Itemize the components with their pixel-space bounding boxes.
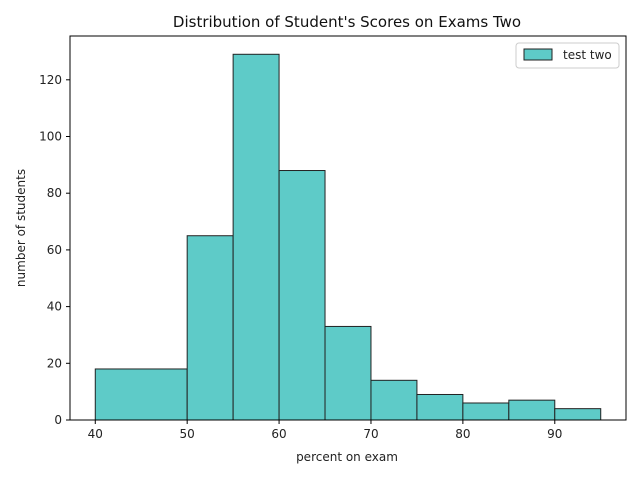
y-axis-label: number of students: [14, 169, 28, 287]
y-tick-label: 60: [47, 243, 62, 257]
legend: test two: [515, 42, 620, 69]
histogram-bar-3: [278, 170, 326, 421]
histogram-bar-5: [370, 379, 418, 421]
x-tick-label: 50: [180, 427, 195, 441]
plot-area-frame: [69, 35, 627, 421]
histogram-bar-1: [186, 235, 234, 421]
histogram-bar-9: [554, 408, 602, 421]
y-tick-label: 40: [47, 300, 62, 314]
x-tick-label: 60: [271, 427, 286, 441]
x-tick-label: 90: [547, 427, 562, 441]
y-tick-label: 0: [54, 413, 62, 427]
x-axis-label: percent on exam: [296, 450, 398, 464]
histogram-bar-2: [232, 53, 280, 421]
x-tick-label: 80: [455, 427, 470, 441]
histogram-bar-7: [462, 402, 510, 421]
bars-group: [94, 53, 602, 421]
histogram-bar-8: [508, 399, 556, 421]
histogram-bar-6: [416, 393, 464, 421]
y-tick-label: 80: [47, 186, 62, 200]
x-axis-ticks: 40 50 60 70 80 90: [88, 420, 562, 441]
y-axis-ticks: 0 20 40 60 80 100 120: [39, 73, 70, 427]
chart-title: Distribution of Student's Scores on Exam…: [173, 13, 521, 31]
x-tick-label: 40: [88, 427, 103, 441]
legend-label: test two: [563, 48, 612, 62]
x-tick-label: 70: [363, 427, 378, 441]
y-tick-label: 20: [47, 356, 62, 370]
y-tick-label: 120: [39, 73, 62, 87]
legend-swatch: [523, 48, 553, 61]
histogram-bar-0: [94, 368, 188, 421]
y-tick-label: 100: [39, 130, 62, 144]
histogram-bar-4: [324, 325, 372, 421]
